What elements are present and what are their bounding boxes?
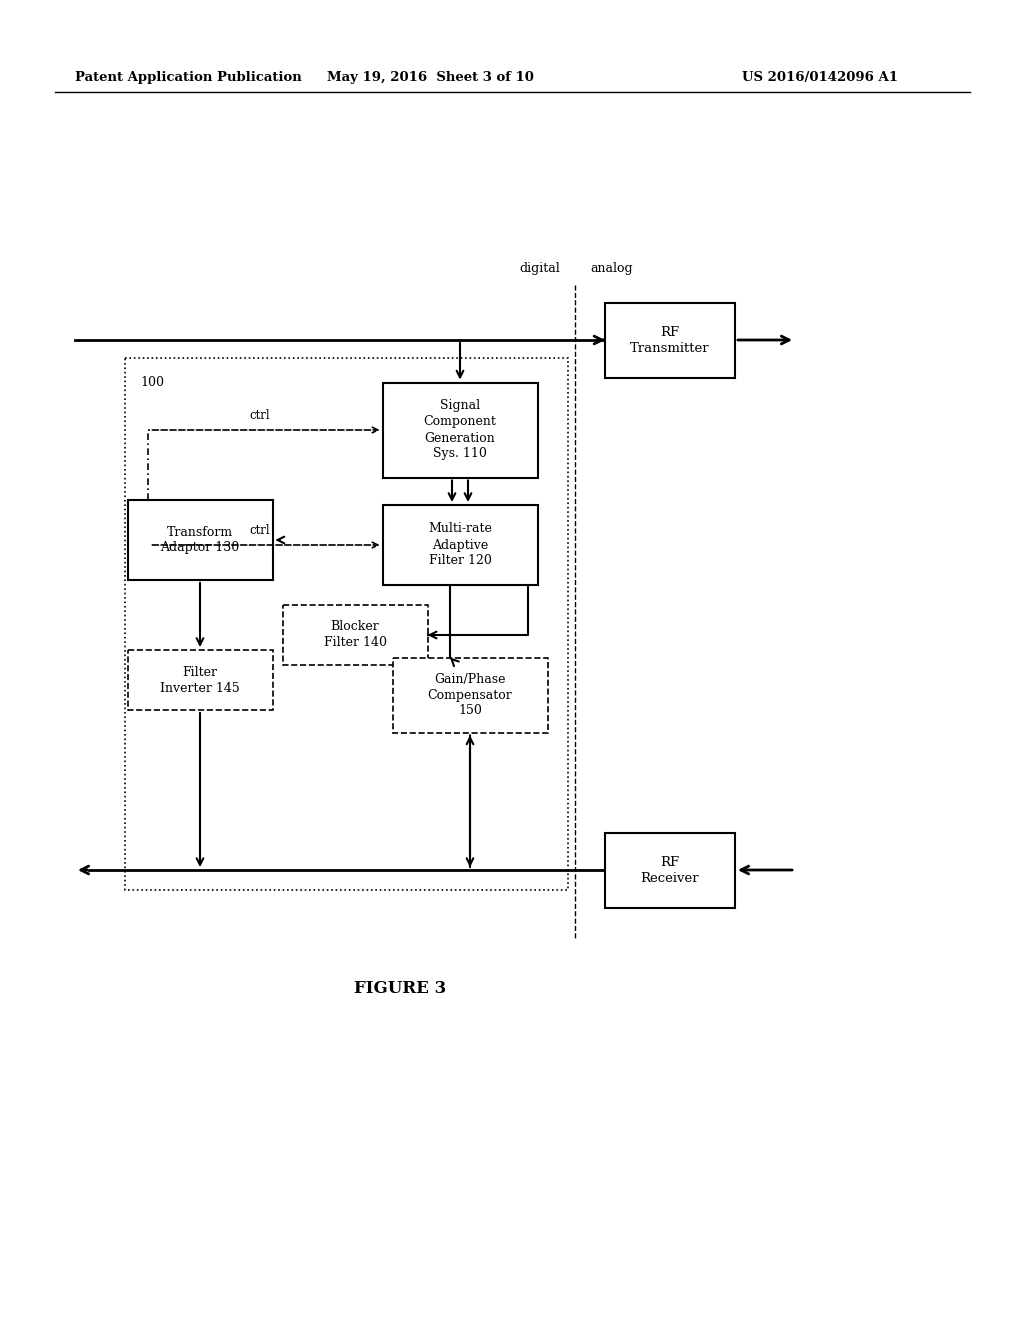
Text: Signal
Component
Generation
Sys. 110: Signal Component Generation Sys. 110 — [424, 400, 497, 461]
Text: Multi-rate
Adaptive
Filter 120: Multi-rate Adaptive Filter 120 — [428, 523, 492, 568]
Text: Transform
Adaptor 130: Transform Adaptor 130 — [161, 525, 240, 554]
Text: digital: digital — [519, 261, 560, 275]
Bar — [383, 506, 538, 585]
Text: Gain/Phase
Compensator
150: Gain/Phase Compensator 150 — [428, 672, 512, 718]
Text: analog: analog — [590, 261, 633, 275]
Text: 100: 100 — [140, 376, 164, 389]
Text: May 19, 2016  Sheet 3 of 10: May 19, 2016 Sheet 3 of 10 — [327, 71, 534, 84]
Bar — [605, 833, 735, 908]
Text: ctrl: ctrl — [250, 409, 270, 422]
Bar — [125, 358, 568, 890]
Text: RF
Transmitter: RF Transmitter — [630, 326, 710, 355]
Bar — [383, 383, 538, 478]
Text: Filter
Inverter 145: Filter Inverter 145 — [160, 665, 240, 694]
Text: ctrl: ctrl — [250, 524, 270, 537]
Text: Patent Application Publication: Patent Application Publication — [75, 71, 302, 84]
Bar — [392, 657, 548, 733]
Text: RF
Receiver: RF Receiver — [641, 855, 699, 884]
Bar — [128, 500, 272, 579]
Text: US 2016/0142096 A1: US 2016/0142096 A1 — [742, 71, 898, 84]
Bar — [605, 302, 735, 378]
Text: Blocker
Filter 140: Blocker Filter 140 — [324, 620, 386, 649]
Text: FIGURE 3: FIGURE 3 — [354, 979, 446, 997]
Bar — [283, 605, 427, 665]
Bar — [128, 649, 272, 710]
